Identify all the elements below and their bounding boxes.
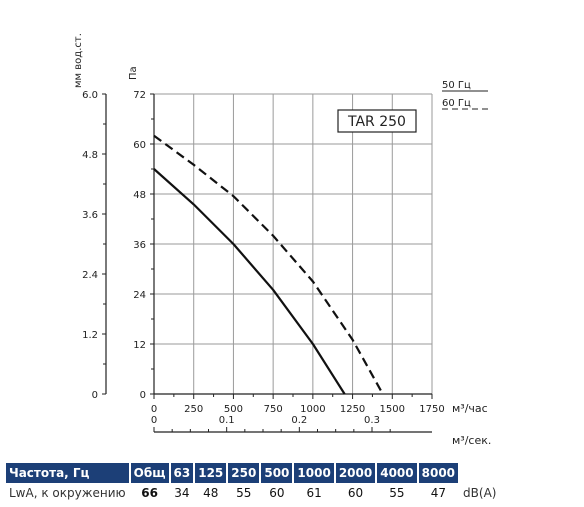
- spectrum-value-125: 48: [203, 486, 219, 500]
- pa-tick-label: 0: [140, 390, 146, 401]
- chart-labels: 0 12 24 36 48 60 72 0 250 500 750 1000 1250 1500 1750 0…: [73, 33, 491, 447]
- spectrum-header-1000: 1000: [294, 463, 334, 483]
- mm-tick-label: 0: [92, 390, 98, 401]
- mm-tick-label: 6.0: [82, 90, 98, 101]
- m3h-tick-label: 0: [151, 404, 157, 415]
- spectrum-value-8000: 47: [430, 486, 446, 500]
- curve-50hz: [153, 168, 346, 395]
- chart-legend: 50 Гц 60 Гц: [442, 80, 488, 110]
- spectrum-total-value: 66: [141, 486, 158, 500]
- spectrum-header-8000: 8000: [418, 463, 459, 483]
- chart-curves: [153, 134, 384, 395]
- pa-tick-label: 48: [133, 190, 146, 201]
- pa-tick-label: 12: [133, 340, 146, 351]
- m3s-tick-label: 0: [151, 415, 157, 426]
- spectrum-value-4000: 55: [389, 486, 405, 500]
- spectrum-header-250: 250: [228, 463, 260, 483]
- spectrum-header-4000: 4000: [377, 463, 417, 483]
- m3h-axis-title: м³/час: [452, 402, 488, 415]
- mm-tick-label: 4.8: [82, 150, 98, 161]
- spectrum-unit: dB(A): [463, 486, 497, 500]
- m3h-tick-label: 1500: [380, 404, 405, 415]
- spectrum-header-500: 500: [261, 463, 293, 483]
- chart-axes: [102, 93, 433, 433]
- m3h-tick-label: 500: [224, 404, 243, 415]
- model-label: TAR 250: [347, 114, 406, 130]
- spectrum-header-row: Частота, Гц Общ 63 125 250 500 1000 2000…: [6, 463, 499, 483]
- spectrum-value-63: 34: [174, 486, 190, 500]
- spectrum-header-total: Общ: [130, 463, 169, 483]
- m3s-tick-label: 0.2: [291, 415, 307, 426]
- pa-tick-label: 24: [133, 290, 146, 301]
- m3s-tick-label: 0.3: [364, 415, 380, 426]
- spectrum-value-250: 55: [236, 486, 252, 500]
- curve-60hz: [153, 134, 384, 395]
- legend-label-0: 50 Гц: [442, 80, 471, 91]
- pa-tick-label: 72: [133, 90, 146, 101]
- mm-tick-label: 1.2: [82, 330, 98, 341]
- spectrum-header-2000: 2000: [335, 463, 376, 483]
- mm-axis-title: мм вод.ст.: [73, 33, 84, 88]
- spectrum-value-2000: 60: [347, 486, 364, 500]
- sound-spectrum-table: Частота, Гц Общ 63 125 250 500 1000 2000…: [4, 463, 501, 503]
- m3h-tick-label: 1250: [340, 404, 365, 415]
- m3s-tick-label: 0.1: [219, 415, 235, 426]
- mm-tick-label: 3.6: [82, 210, 98, 221]
- m3h-tick-label: 1750: [419, 404, 444, 415]
- spectrum-value-500: 60: [269, 486, 285, 500]
- model-label-box: TAR 250: [337, 109, 417, 133]
- pa-tick-label: 60: [133, 140, 146, 151]
- spectrum-header-empty: [460, 463, 499, 483]
- m3h-tick-label: 750: [264, 404, 283, 415]
- spectrum-value-1000: 61: [306, 486, 322, 500]
- pa-tick-label: 36: [133, 240, 146, 251]
- pa-axis-title: Па: [128, 66, 139, 80]
- mm-tick-label: 2.4: [82, 270, 98, 281]
- m3h-tick-label: 250: [184, 404, 203, 415]
- model-label-frame: [337, 109, 417, 133]
- spectrum-header-63: 63: [170, 463, 194, 483]
- fan-curve-chart: 0 12 24 36 48 60 72 0 250 500 750 1000 1250 1500 1750 0…: [73, 33, 491, 447]
- spectrum-header-125: 125: [195, 463, 227, 483]
- m3s-axis-title: м³/сек.: [452, 434, 491, 447]
- legend-label-1: 60 Гц: [442, 98, 471, 109]
- spectrum-lwa-row: LwA, к окружению 66 34 48 55 60 61 60 55…: [6, 483, 499, 503]
- spectrum-row-label: LwA, к окружению: [9, 486, 126, 500]
- spectrum-header-label: Частота, Гц: [6, 463, 129, 483]
- chart-grid: [154, 93, 433, 394]
- m3h-tick-label: 1000: [300, 404, 325, 415]
